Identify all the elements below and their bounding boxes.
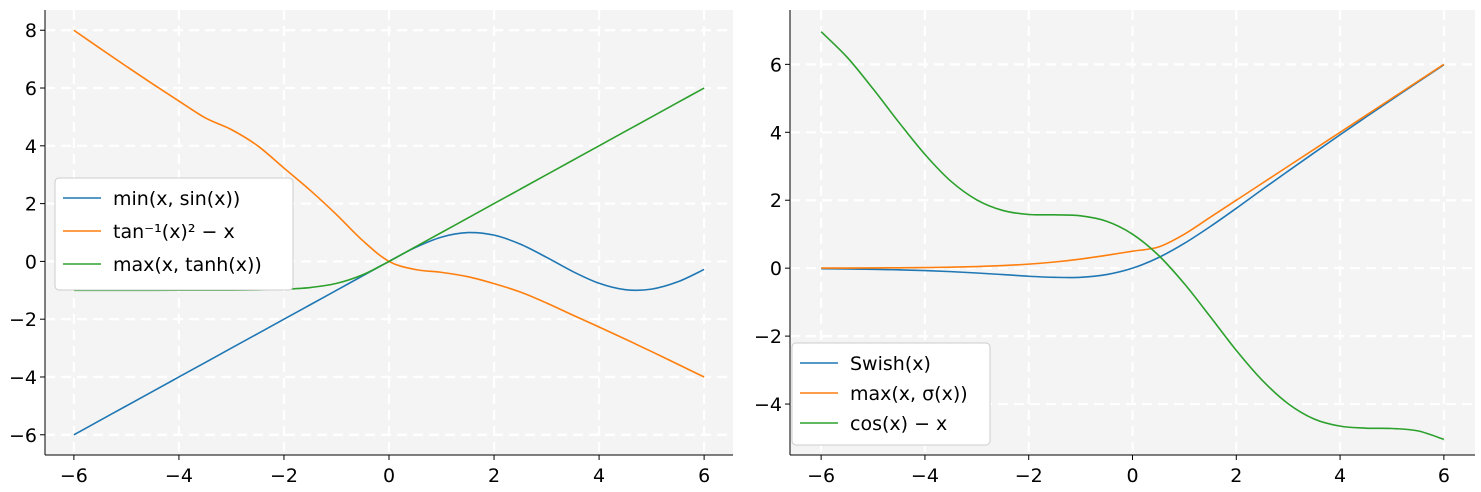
y-tick-label: −2	[9, 309, 37, 331]
y-tick-label: −4	[754, 394, 782, 416]
y-tick-label: −2	[754, 326, 782, 348]
x-tick-label: 6	[698, 465, 710, 487]
x-tick-label: 0	[1126, 465, 1138, 487]
legend-box	[791, 342, 991, 446]
legend-label: min(x, sin(x))	[113, 188, 240, 210]
x-tick-label: −2	[1015, 465, 1043, 487]
y-tick-label: −6	[9, 425, 37, 447]
left-chart-panel: −6 −4 −2 0 2 4 6 −6 −4 −2 0 2 4 6 8 min(x, sin(x)) tan⁻¹…	[9, 10, 733, 487]
series-line-2	[821, 63, 1445, 269]
x-tick-label: −6	[807, 465, 835, 487]
y-tick-label: 6	[770, 54, 782, 76]
x-tick-label: −6	[60, 465, 88, 487]
y-tick-label: −4	[9, 367, 37, 389]
right-chart-panel: −6 −4 −2 0 2 4 6 −4 −2 0 2 4 6 Swish(x) max(x, σ(x)) co…	[754, 10, 1475, 487]
x-tick-label: 0	[383, 465, 395, 487]
legend-label: max(x, tanh(x))	[113, 254, 262, 276]
y-tick-label: 4	[770, 122, 782, 144]
legend-label: tan⁻¹(x)² − x	[113, 221, 235, 243]
x-tick-label: 2	[1230, 465, 1242, 487]
x-tick-label: 4	[1334, 465, 1346, 487]
legend-box	[54, 177, 294, 291]
y-tick-label: 0	[25, 251, 37, 273]
legend-label: max(x, σ(x))	[850, 383, 968, 405]
y-tick-label: 8	[25, 20, 37, 42]
x-tick-label: 6	[1438, 465, 1450, 487]
y-tick-label: 4	[25, 136, 37, 158]
x-tick-label: 4	[593, 465, 605, 487]
x-tick-label: 2	[488, 465, 500, 487]
series-line-1	[821, 64, 1445, 279]
y-tick-label: 2	[770, 190, 782, 212]
legend-label: cos(x) − x	[850, 413, 947, 435]
y-tick-label: 6	[25, 78, 37, 100]
series-line-3	[820, 31, 1445, 441]
y-tick-label: 0	[770, 258, 782, 280]
x-tick-label: −4	[911, 465, 939, 487]
legend-label: Swish(x)	[850, 353, 931, 375]
x-tick-label: −2	[270, 465, 298, 487]
x-tick-label: −4	[165, 465, 193, 487]
y-tick-label: 2	[25, 194, 37, 216]
